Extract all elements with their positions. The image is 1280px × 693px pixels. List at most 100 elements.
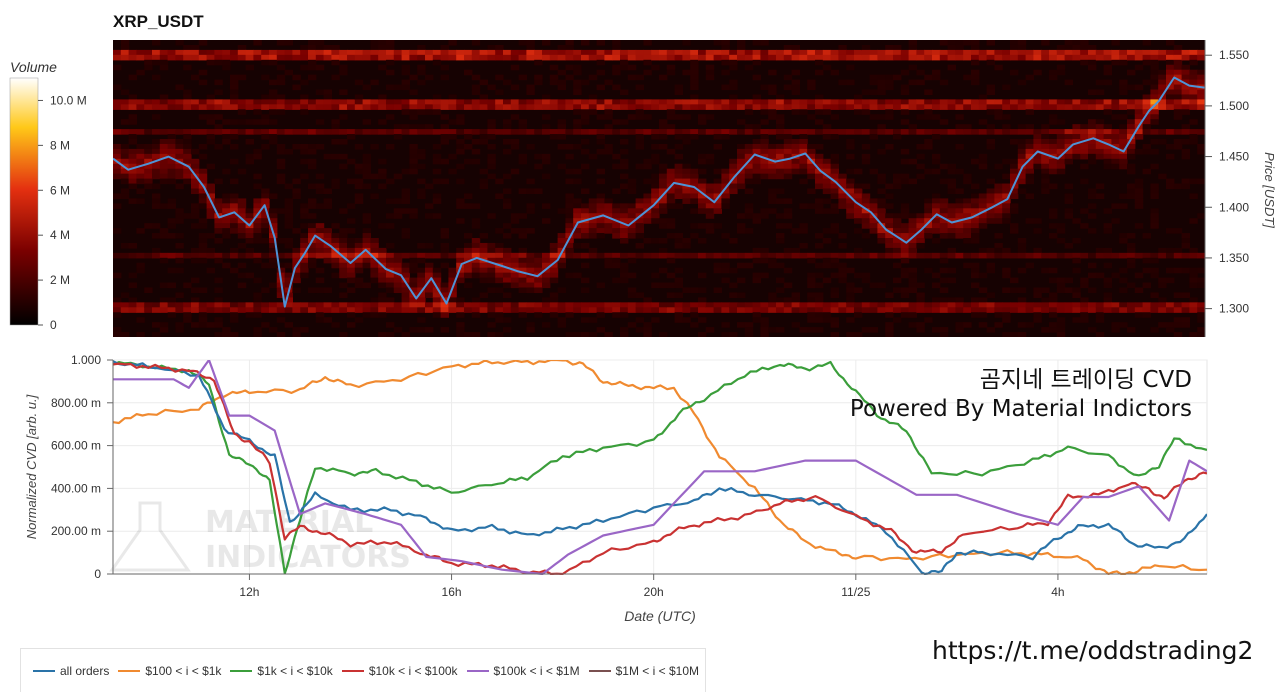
heatmap-cell <box>1080 208 1089 214</box>
heatmap-cell <box>1127 302 1136 308</box>
heatmap-cell <box>705 158 715 165</box>
heatmap-cell <box>370 242 379 249</box>
heatmap-cell <box>729 267 738 274</box>
heatmap-cell <box>456 203 465 209</box>
heatmap-cell <box>214 59 223 66</box>
heatmap-cell <box>230 317 239 323</box>
telegram-link[interactable]: https://t.me/oddstrading2 <box>932 636 1254 665</box>
heatmap-cell <box>471 223 481 229</box>
heatmap-cell <box>971 69 980 76</box>
heatmap-cell <box>791 168 800 175</box>
heatmap-cell <box>1080 143 1089 150</box>
heatmap-cell <box>635 49 644 56</box>
heatmap-cell <box>830 153 839 160</box>
heatmap-cell <box>565 247 574 254</box>
heatmap-cell <box>128 302 137 308</box>
heatmap-cell <box>698 238 707 244</box>
heatmap-cell <box>1080 307 1089 313</box>
legend-item[interactable]: $100k < i < $1M <box>466 664 580 678</box>
x-tick-label: 11/25 <box>841 585 870 599</box>
heatmap-cell <box>690 69 699 76</box>
heatmap-cell <box>1166 129 1175 135</box>
heatmap-cell <box>776 119 785 125</box>
heatmap-cell <box>752 163 761 170</box>
heatmap-cell <box>167 233 176 239</box>
heatmap-cell <box>893 178 902 185</box>
heatmap-cell <box>315 307 325 313</box>
heatmap-cell <box>198 218 208 224</box>
legend-item[interactable]: $100 < i < $1k <box>118 664 221 678</box>
heatmap-cell <box>721 49 730 56</box>
heatmap-cell <box>698 178 707 185</box>
heatmap-cell <box>627 292 637 298</box>
heatmap-cell <box>971 44 980 51</box>
heatmap-cell <box>300 267 309 274</box>
heatmap-cell <box>1103 99 1112 105</box>
heatmap-cell <box>464 49 473 56</box>
legend-item[interactable]: all orders <box>33 664 109 678</box>
heatmap-cell <box>971 104 980 110</box>
heatmap-cell <box>760 54 769 61</box>
legend-item[interactable]: $10k < i < $100k <box>341 664 458 678</box>
heatmap-cell <box>292 228 301 234</box>
heatmap-cell <box>620 99 629 105</box>
heatmap-cell <box>783 158 793 165</box>
heatmap-cell <box>1150 129 1159 135</box>
heatmap-cell <box>503 317 512 323</box>
heatmap-cell <box>393 257 403 264</box>
heatmap-cell <box>425 307 434 313</box>
heatmap-cell <box>573 228 582 234</box>
heatmap-cell <box>1041 139 1050 145</box>
heatmap-cell <box>417 54 426 61</box>
heatmap-cell <box>456 99 465 105</box>
heatmap-cell <box>1033 143 1042 150</box>
heatmap-cell <box>1103 49 1112 56</box>
heatmap-cell <box>1173 79 1183 86</box>
heatmap-cell <box>1103 262 1112 269</box>
heatmap-cell <box>222 198 231 204</box>
heatmap-cell <box>721 252 730 259</box>
heatmap-cell <box>807 153 816 160</box>
heatmap-cell <box>230 89 239 96</box>
heatmap-cell <box>1103 302 1112 308</box>
heatmap-cell <box>643 104 652 110</box>
heatmap-cell <box>620 183 629 190</box>
heatmap-cell <box>167 218 176 224</box>
heatmap-cell <box>471 104 481 110</box>
heatmap-cell <box>1189 89 1198 96</box>
heatmap-cell <box>549 312 559 318</box>
heatmap-cell <box>534 163 543 170</box>
heatmap-cell <box>456 302 465 308</box>
heatmap-cell <box>565 44 574 51</box>
heatmap-cell <box>1033 99 1042 105</box>
heatmap-cell <box>518 188 527 195</box>
heatmap-cell <box>1197 282 1205 289</box>
heatmap-cell <box>206 302 215 308</box>
heatmap-cell <box>1056 99 1066 105</box>
heatmap-cell <box>183 148 192 155</box>
legend-item[interactable]: $1M < i < $10M <box>588 664 699 678</box>
heatmap-cell <box>799 49 808 56</box>
heatmap-cell <box>362 119 371 125</box>
legend-item[interactable]: $1k < i < $10k <box>230 664 333 678</box>
heatmap-cell <box>1166 54 1175 61</box>
heatmap-cell <box>175 104 184 110</box>
heatmap-cell <box>191 208 200 214</box>
heatmap-cell <box>393 49 403 56</box>
heatmap-cell <box>659 332 668 337</box>
heatmap-cell <box>807 99 816 105</box>
heatmap-cell <box>752 173 761 180</box>
heatmap-cell <box>854 332 863 337</box>
heatmap-cell <box>284 238 293 244</box>
heatmap-cell <box>269 282 278 289</box>
heatmap-cell <box>713 208 722 214</box>
heatmap-cell <box>581 332 590 337</box>
heatmap-cell <box>627 99 637 105</box>
series-line <box>113 362 1207 575</box>
heatmap-cell <box>729 178 738 185</box>
heatmap-cell <box>191 49 200 56</box>
heatmap-cell <box>183 153 192 160</box>
heatmap-cell <box>253 233 262 239</box>
heatmap-cell <box>744 178 754 185</box>
heatmap-cell <box>955 302 964 308</box>
